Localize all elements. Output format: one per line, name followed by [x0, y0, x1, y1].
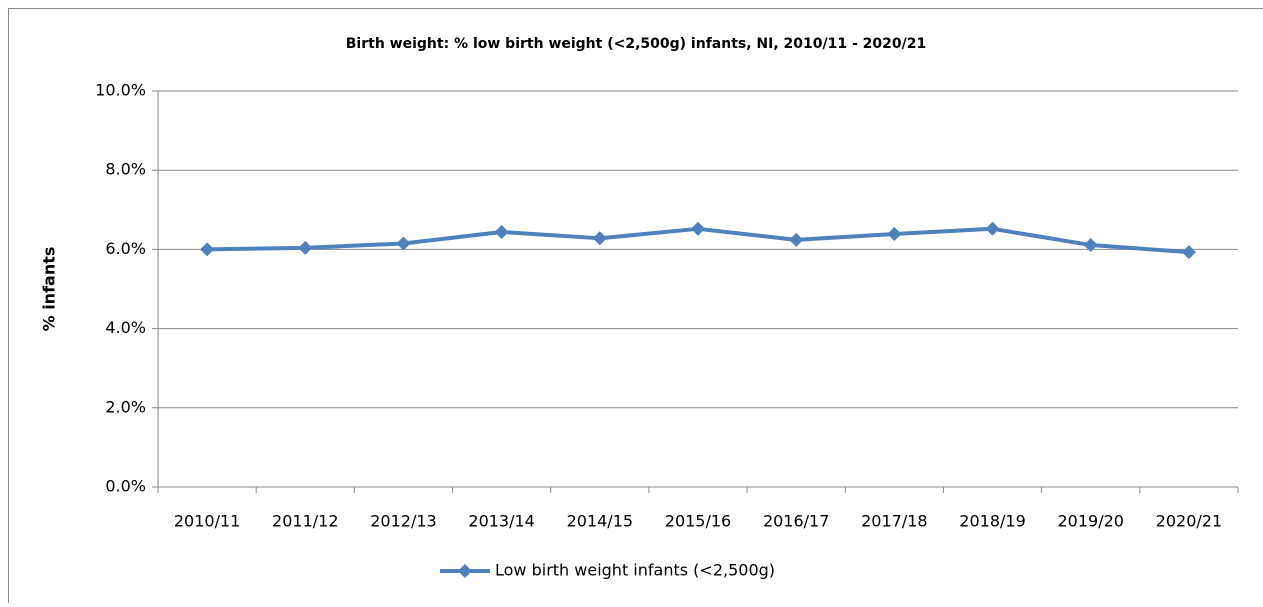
y-tick-label: 10.0%: [95, 81, 146, 100]
x-tick-label: 2014/15: [567, 512, 633, 531]
x-tick-label: 2011/12: [272, 512, 338, 531]
y-axis-label: % infants: [40, 247, 59, 332]
x-tick-label: 2020/21: [1156, 512, 1222, 531]
y-tick-label: 2.0%: [105, 397, 146, 416]
x-tick-label: 2018/19: [959, 512, 1025, 531]
x-tick-label: 2015/16: [665, 512, 731, 531]
y-tick-label: 6.0%: [105, 239, 146, 258]
chart-title: Birth weight: % low birth weight (<2,500…: [346, 36, 926, 52]
y-tick-label: 8.0%: [105, 160, 146, 179]
x-tick-label: 2013/14: [468, 512, 534, 531]
x-tick-label: 2012/13: [370, 512, 436, 531]
x-tick-label: 2017/18: [861, 512, 927, 531]
x-tick-label: 2010/11: [174, 512, 240, 531]
x-tick-label: 2016/17: [763, 512, 829, 531]
legend-label: Low birth weight infants (<2,500g): [495, 561, 775, 580]
y-tick-label: 0.0%: [105, 477, 146, 496]
x-tick-label: 2019/20: [1057, 512, 1123, 531]
y-tick-label: 4.0%: [105, 318, 146, 337]
